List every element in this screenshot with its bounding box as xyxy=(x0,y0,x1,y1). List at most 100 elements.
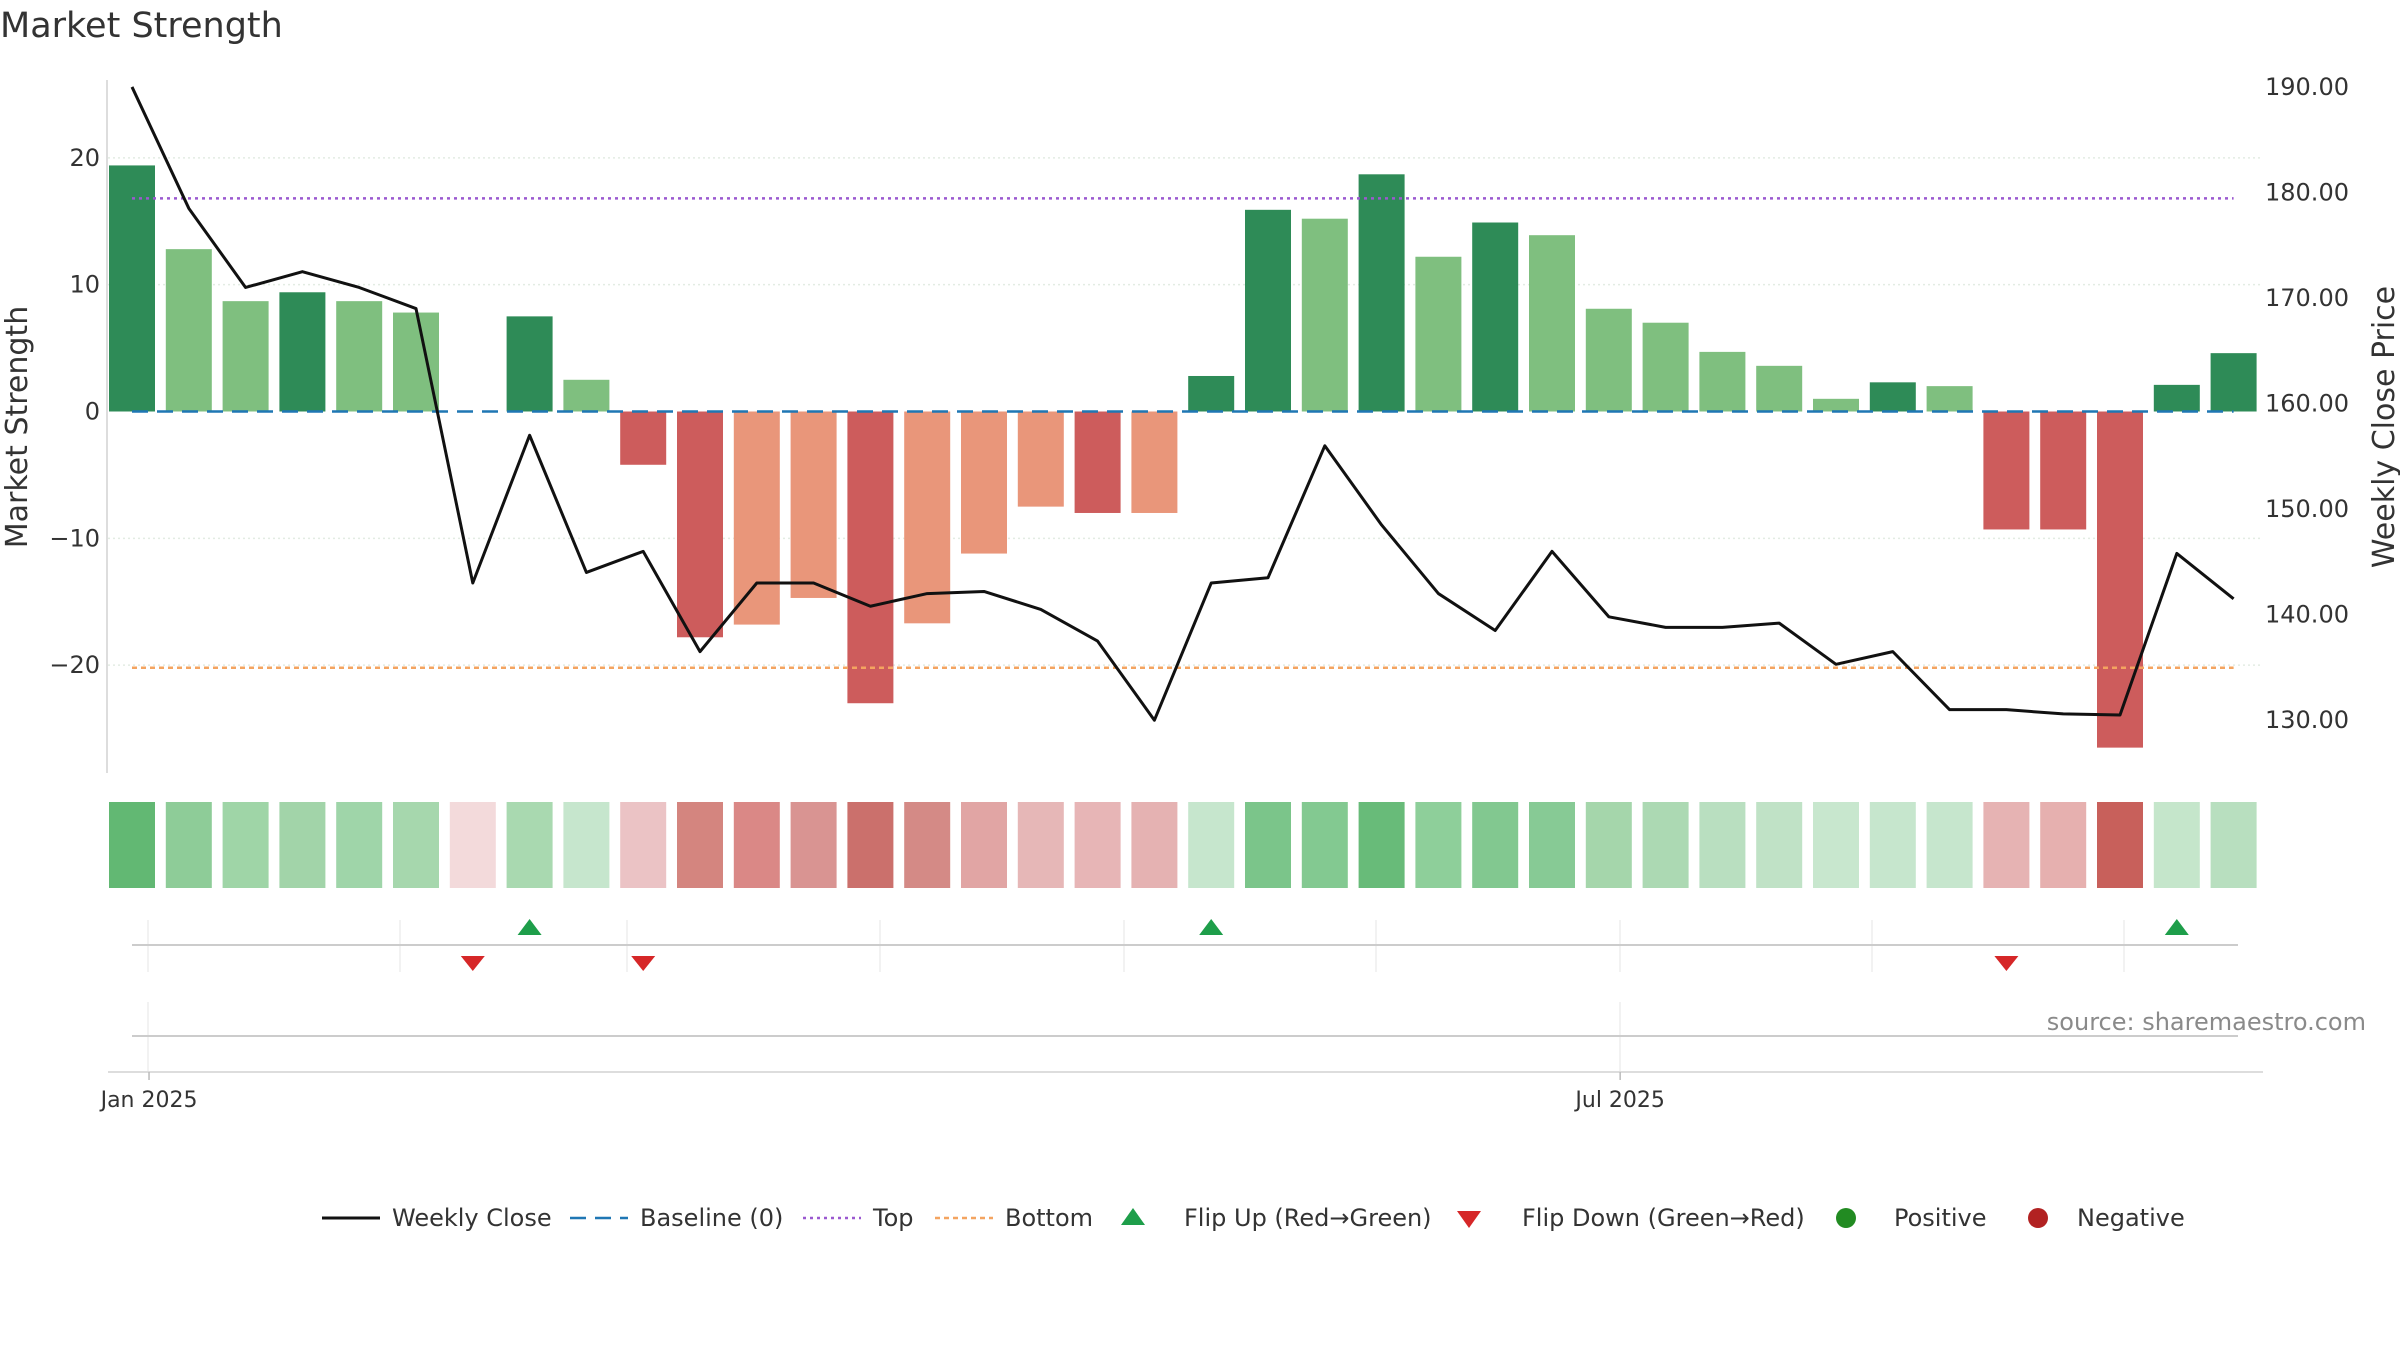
y-tick-label: 20 xyxy=(69,144,100,172)
y2-tick-label: 170.00 xyxy=(2265,284,2349,312)
strength-bar-positive xyxy=(279,292,326,412)
strength-bar-negative xyxy=(790,411,837,598)
legend-label: Positive xyxy=(1894,1204,1987,1232)
heatmap-cell xyxy=(1585,802,1632,888)
x-tick-label: Jan 2025 xyxy=(99,1088,198,1113)
heatmap-cell xyxy=(2097,802,2143,888)
x-axis: Jan 2025 Jul 2025 xyxy=(99,1002,2263,1113)
heatmap-cell xyxy=(1358,802,1405,888)
strength-bar-positive xyxy=(336,301,383,412)
heatmap-cell xyxy=(1301,802,1348,888)
reference-lines xyxy=(132,197,2234,669)
strength-bar-positive xyxy=(1699,351,1746,412)
strength-bar-negative xyxy=(733,411,780,625)
chart-title: Market Strength xyxy=(0,6,283,46)
strength-bar-positive xyxy=(1813,398,1859,412)
heatmap-cell xyxy=(1642,802,1689,888)
y2-tick-label: 150.00 xyxy=(2265,495,2349,523)
y-tick-label: 10 xyxy=(69,271,100,299)
flip-down-marker xyxy=(460,956,485,971)
heatmap-cell xyxy=(1131,802,1178,888)
legend-swatch-positive xyxy=(1836,1208,1856,1228)
strength-bar-negative xyxy=(1074,411,1121,513)
heatmap-cell xyxy=(1415,802,1462,888)
strength-bar-positive xyxy=(165,249,212,412)
heatmap-cell xyxy=(733,802,780,888)
strength-bar-negative xyxy=(620,411,667,465)
legend-label: Bottom xyxy=(1005,1204,1093,1232)
flip-up-marker xyxy=(2164,919,2189,935)
heatmap-cell xyxy=(1017,802,1064,888)
legend-swatch-negative xyxy=(2028,1208,2048,1228)
y2-axis-title: Weekly Close Price xyxy=(2367,286,2400,568)
strength-bar-positive xyxy=(1869,382,1916,412)
flip-up-marker xyxy=(1199,919,1224,935)
strength-bar-positive xyxy=(1358,174,1405,412)
legend: Weekly Close Baseline (0) Top Bottom Flip Up… xyxy=(322,1204,2185,1232)
legend-label: Negative xyxy=(2077,1204,2185,1232)
strength-bar-positive xyxy=(1756,365,1803,412)
heatmap-cell xyxy=(677,802,723,888)
heatmap-cell xyxy=(1245,802,1291,888)
legend-label: Weekly Close xyxy=(392,1204,552,1232)
heatmap-cell xyxy=(109,802,155,888)
heatmap-cell xyxy=(2153,802,2200,888)
strength-bar-positive xyxy=(563,379,610,412)
strength-bar-negative xyxy=(2040,411,2087,530)
heatmap-cell xyxy=(449,802,496,888)
bars-layer xyxy=(109,165,2257,748)
strength-bar-negative xyxy=(1131,411,1178,513)
strength-bar-positive xyxy=(2210,353,2257,412)
y-tick-label: −20 xyxy=(49,651,100,679)
heatmap-cell xyxy=(620,802,667,888)
heatmap-cell xyxy=(336,802,383,888)
weekly-close-line xyxy=(130,86,2235,722)
y2-tick-label: 190.00 xyxy=(2265,73,2349,101)
flip-down-marker xyxy=(631,956,656,971)
strength-bar-positive xyxy=(2153,384,2200,412)
strength-bar-positive xyxy=(1926,386,1973,412)
strength-bar-negative xyxy=(961,411,1007,554)
heatmap-cell xyxy=(2040,802,2087,888)
heatmap-cell xyxy=(1813,802,1859,888)
strength-bar-positive xyxy=(1415,256,1462,412)
strength-bar-positive xyxy=(109,165,155,412)
legend-label: Top xyxy=(872,1204,914,1232)
strength-bar-negative xyxy=(2097,411,2143,748)
y-tick-label: 0 xyxy=(85,398,100,426)
heatmap-cell xyxy=(2210,802,2257,888)
legend-label: Flip Down (Green→Red) xyxy=(1522,1204,1805,1232)
strength-bar-positive xyxy=(1642,322,1689,412)
grid-layer xyxy=(108,157,2263,666)
heatmap-strip xyxy=(109,802,2257,888)
strength-bar-positive xyxy=(222,301,269,412)
y2-tick-label: 130.00 xyxy=(2265,706,2349,734)
strength-bar-positive xyxy=(506,316,553,412)
heatmap-cell xyxy=(790,802,837,888)
flip-marker-panel xyxy=(132,919,2238,972)
heatmap-cell xyxy=(393,802,439,888)
y2-tick-label: 180.00 xyxy=(2265,178,2349,206)
heatmap-cell xyxy=(165,802,212,888)
strength-bar-positive xyxy=(1188,375,1235,412)
strength-bar-positive xyxy=(1245,209,1291,412)
heatmap-cell xyxy=(1188,802,1235,888)
legend-label: Baseline (0) xyxy=(640,1204,783,1232)
y2-tick-label: 140.00 xyxy=(2265,601,2349,629)
strength-bar-positive xyxy=(393,312,439,412)
flip-up-marker xyxy=(517,919,542,935)
y-axis-title: Market Strength xyxy=(0,306,35,548)
strength-bar-negative xyxy=(677,411,723,638)
axes-layer: Market Strength Weekly Close Price 20 10 0… xyxy=(0,73,2400,773)
x-tick-label: Jul 2025 xyxy=(1573,1088,1665,1113)
strength-bar-negative xyxy=(1983,411,2030,530)
heatmap-cell xyxy=(1074,802,1121,888)
heatmap-cell xyxy=(1529,802,1575,888)
y2-tick-label: 160.00 xyxy=(2265,390,2349,418)
y-tick-label: −10 xyxy=(49,524,100,552)
heatmap-cell xyxy=(847,802,894,888)
heatmap-cell xyxy=(1756,802,1803,888)
heatmap-cell xyxy=(961,802,1007,888)
heatmap-cell xyxy=(1926,802,1973,888)
